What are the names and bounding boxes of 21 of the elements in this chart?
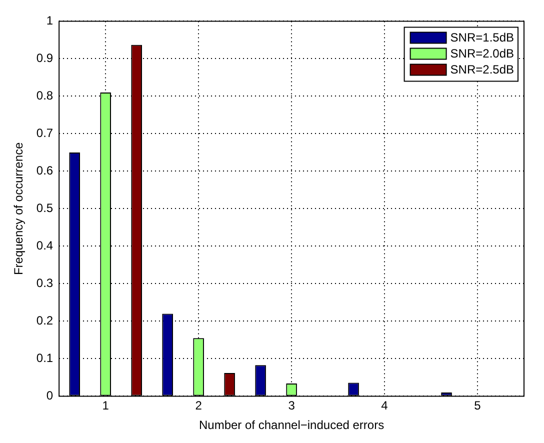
y-tick-label: 0.7: [36, 126, 54, 140]
x-axis-title: Number of channel−induced errors: [198, 418, 384, 432]
y-tick-label: 0.9: [36, 51, 54, 66]
x-tick-label: 2: [195, 398, 202, 413]
y-tick-label: 0.2: [36, 314, 54, 328]
y-tick-label: 0.1: [36, 351, 54, 366]
y-tick-label: 0.5: [36, 201, 54, 216]
y-tick-label: 0.3: [36, 276, 54, 290]
y-tick-label: 0.8: [36, 88, 54, 103]
y-tick-label: 0.4: [36, 238, 54, 253]
x-tick-label: 5: [474, 398, 482, 413]
y-tick-label: 0: [46, 388, 54, 403]
y-tick-label: 0.6: [36, 164, 54, 178]
y-tick-label: 1: [46, 14, 54, 28]
y-axis-title: Frequency of occurrence: [12, 142, 26, 276]
x-tick-label: 1: [102, 398, 110, 413]
x-tick-label: 4: [381, 398, 388, 413]
legend-label: SNR=2.0dB: [450, 46, 514, 61]
legend-label: SNR=2.5dB: [450, 62, 514, 77]
x-tick-label: 3: [288, 398, 296, 413]
legend-label: SNR=1.5dB: [450, 30, 514, 45]
